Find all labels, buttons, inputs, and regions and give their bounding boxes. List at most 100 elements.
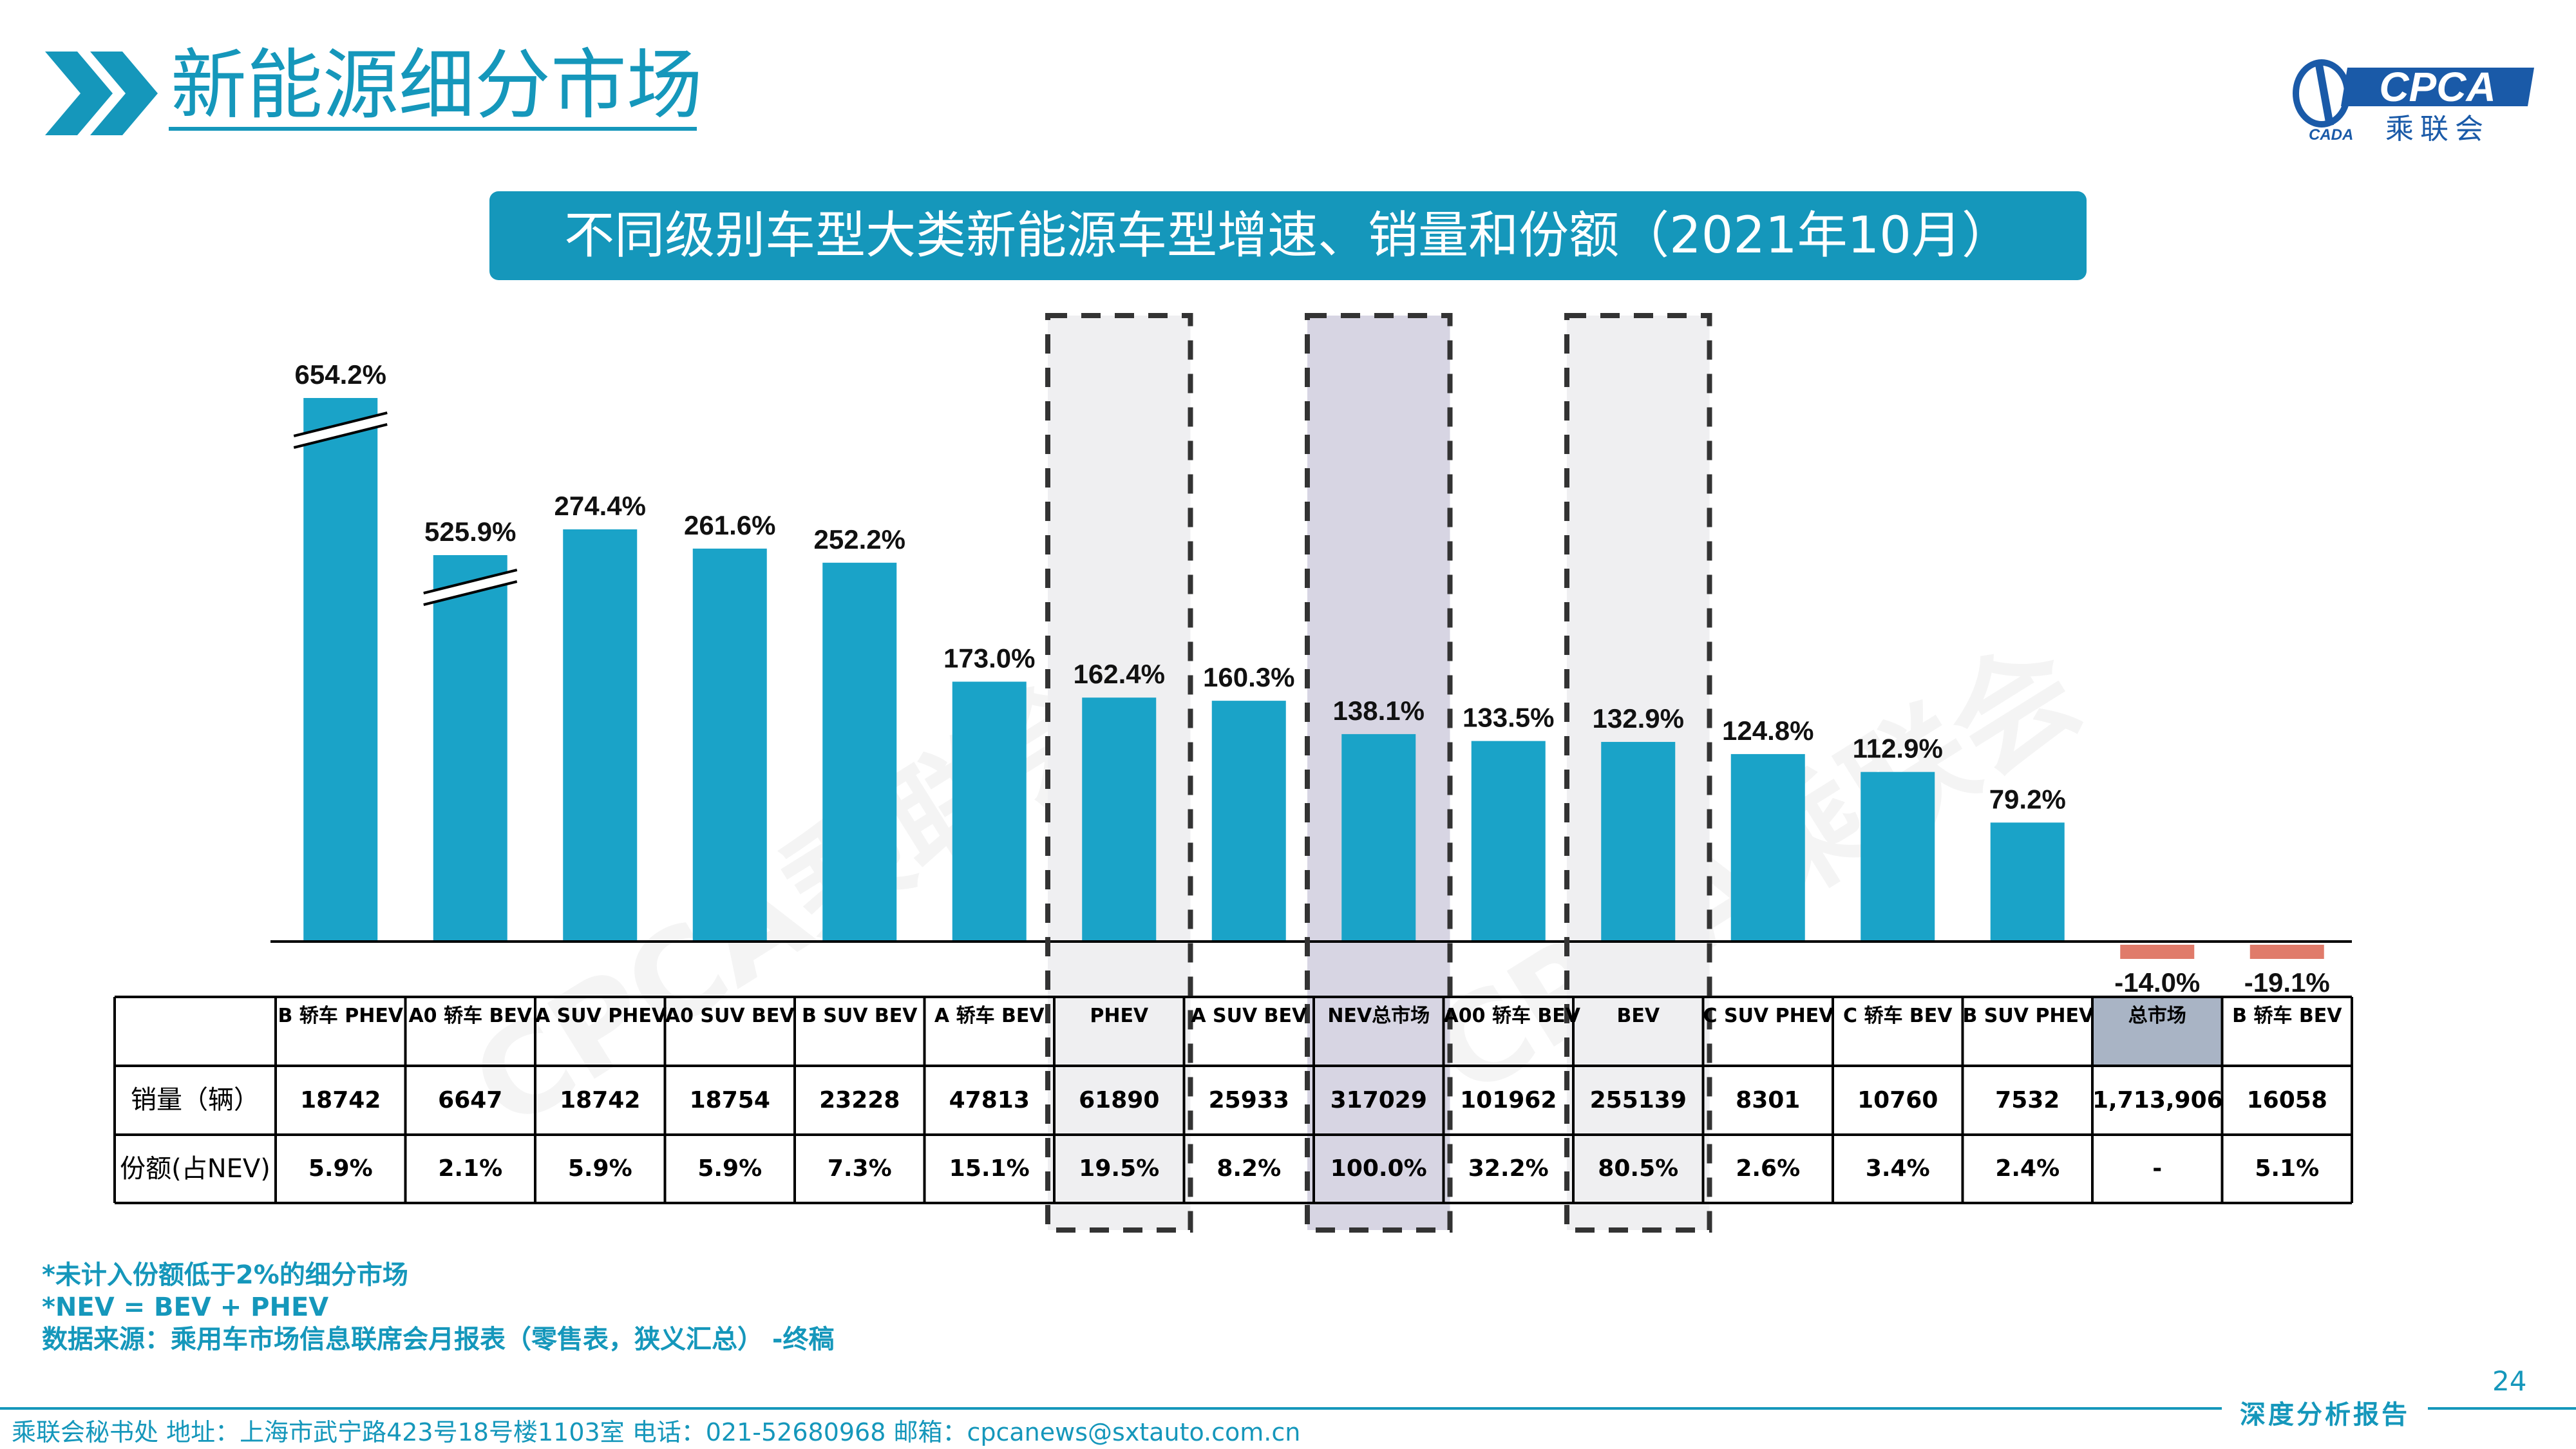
bar	[1990, 822, 2065, 942]
title-underline	[169, 127, 697, 131]
table-cell-sales: 18742	[300, 1087, 381, 1113]
note-1: *未计入份额低于2%的细分市场	[42, 1260, 408, 1290]
table-row-label: 份额(占NEV)	[120, 1154, 270, 1184]
axis-break-line	[423, 580, 518, 606]
bar-value-label: 112.9%	[1853, 734, 1943, 764]
table-header-cell: A0 SUV BEV	[665, 1005, 795, 1027]
bar	[433, 555, 507, 942]
bar	[563, 529, 638, 942]
table-cell-sales: 6647	[438, 1087, 503, 1113]
table-header-cell: B 轿车 PHEV	[278, 1005, 404, 1027]
bar-value-label: 138.1%	[1333, 696, 1425, 726]
axis-break-line	[423, 569, 518, 594]
table-cell-share: 19.5%	[1079, 1155, 1160, 1182]
table-header-cell: A00 轿车 BEV	[1443, 1005, 1580, 1027]
table-cell-share: -	[2152, 1155, 2163, 1182]
bar	[1471, 741, 1546, 942]
bar	[952, 681, 1027, 942]
footnotes: *未计入份额低于2%的细分市场 *NEV = BEV + PHEV 数据来源：乘…	[42, 1259, 835, 1356]
table-header-cell: NEV总市场	[1327, 1005, 1430, 1027]
bar-value-label: -14.0%	[2114, 967, 2200, 998]
bar	[1861, 772, 1935, 942]
highlight-border	[1305, 313, 1453, 1233]
table-cell-sales: 25933	[1208, 1087, 1289, 1113]
table-cell-sales: 18754	[689, 1087, 770, 1113]
bar	[2120, 945, 2195, 959]
table-cell-sales: 101962	[1460, 1087, 1557, 1113]
logo-small-text: CADA	[2309, 126, 2353, 144]
bar-value-label: 79.2%	[1989, 784, 2066, 814]
bar	[692, 548, 767, 942]
axis-break	[425, 570, 515, 605]
logo-text: CPCA	[2379, 64, 2496, 110]
table-header-cell: A SUV PHEV	[535, 1005, 667, 1027]
table-header-cell: B 轿车 BEV	[2232, 1005, 2342, 1027]
bar	[1601, 742, 1676, 942]
table-cell-sales: 8301	[1736, 1087, 1801, 1113]
bar-value-label: 654.2%	[295, 359, 386, 390]
table-row-label: 销量（辆）	[131, 1085, 260, 1115]
bar-value-label: 261.6%	[684, 510, 775, 540]
bar-value-label: 525.9%	[424, 516, 516, 547]
bar-value-label: 162.4%	[1074, 659, 1165, 689]
bar-value-label: 173.0%	[943, 643, 1035, 674]
footer-text: 乘联会秘书处 地址：上海市武宁路423号18号楼1103室 电话：021-526…	[12, 1418, 1301, 1446]
bar-value-label: 252.2%	[814, 524, 905, 554]
highlight-border	[1564, 313, 1712, 1233]
table-cell-share: 32.2%	[1468, 1155, 1549, 1182]
table-cell-share: 2.1%	[438, 1155, 503, 1182]
table-cell-share: 15.1%	[949, 1155, 1030, 1182]
bar-chart: 654.2% 525.9% 274.4% 261.6% 252.2% 173.0% 162.…	[113, 313, 2353, 1233]
bar-value-label: 160.3%	[1203, 662, 1294, 692]
bar-value-label: 133.5%	[1463, 703, 1554, 733]
footer-line	[2428, 1407, 2576, 1410]
note-3: 数据来源：乘用车市场信息联席会月报表（零售表，狭义汇总） -终稿	[42, 1325, 835, 1354]
table-cell-sales: 23228	[819, 1087, 900, 1113]
table-header-cell: 总市场	[2128, 1005, 2186, 1027]
axis-break-line	[293, 412, 388, 437]
table-cell-sales: 61890	[1079, 1087, 1160, 1113]
table-cell-share: 7.3%	[827, 1155, 892, 1182]
page-title: 新能源细分市场	[171, 41, 703, 129]
footer-tag: 深度分析报告	[2240, 1399, 2410, 1430]
table-cell-share: 5.9%	[697, 1155, 762, 1182]
page-number: 24	[2492, 1365, 2527, 1397]
table-cell-sales: 18742	[560, 1087, 641, 1113]
bar	[303, 398, 378, 942]
data-table: B 轿车 PHEV A0 轿车 BEV A SUV PHEV A0 SUV BEV B …	[120, 1005, 2342, 1184]
bar-value-label: 132.9%	[1593, 703, 1684, 734]
footer-line	[0, 1407, 2222, 1410]
table-cell-sales: 16058	[2246, 1087, 2327, 1113]
table-cell-sales: 7532	[1995, 1087, 2060, 1113]
highlight-border	[1045, 313, 1193, 1233]
table-cell-sales: 47813	[949, 1087, 1030, 1113]
table-cell-share: 2.4%	[1995, 1155, 2060, 1182]
highlight-total-header	[2092, 997, 2222, 1066]
table-cell-share: 100.0%	[1330, 1155, 1427, 1182]
subtitle-banner	[489, 191, 2087, 280]
table-cell-sales: 255139	[1589, 1087, 1687, 1113]
header-chevron-icon	[45, 52, 158, 135]
table-cell-sales: 1,713,906	[2092, 1087, 2223, 1113]
table-header-cell: B SUV PHEV	[1962, 1005, 2094, 1027]
bar-value-label: 124.8%	[1722, 715, 1814, 746]
bar-value-label: 274.4%	[554, 491, 646, 521]
table-header-cell: A 轿车 BEV	[934, 1005, 1045, 1027]
table-cell-share: 5.9%	[567, 1155, 632, 1182]
table-header-cell: PHEV	[1090, 1005, 1149, 1027]
bar-value-label: -19.1%	[2244, 967, 2330, 998]
bar	[2249, 945, 2324, 959]
note-2: *NEV = BEV + PHEV	[42, 1293, 329, 1322]
table-cell-share: 2.6%	[1736, 1155, 1801, 1182]
table-header-cell: BEV	[1616, 1005, 1660, 1027]
table-header-cell: B SUV BEV	[801, 1005, 918, 1027]
table-header-cell: A SUV BEV	[1191, 1005, 1307, 1027]
table-cell-share: 8.2%	[1217, 1155, 1282, 1182]
axis-break-line	[293, 423, 388, 449]
table-cell-share: 3.4%	[1865, 1155, 1930, 1182]
table-cell-share: 80.5%	[1598, 1155, 1679, 1182]
chart-subtitle: 不同级别车型大类新能源车型增速、销量和份额（2021年10月）	[564, 207, 2012, 265]
table-header-cell: A0 轿车 BEV	[408, 1005, 533, 1027]
table-header-cell: C SUV PHEV	[1703, 1005, 1834, 1027]
table-cell-sales: 317029	[1330, 1087, 1427, 1113]
